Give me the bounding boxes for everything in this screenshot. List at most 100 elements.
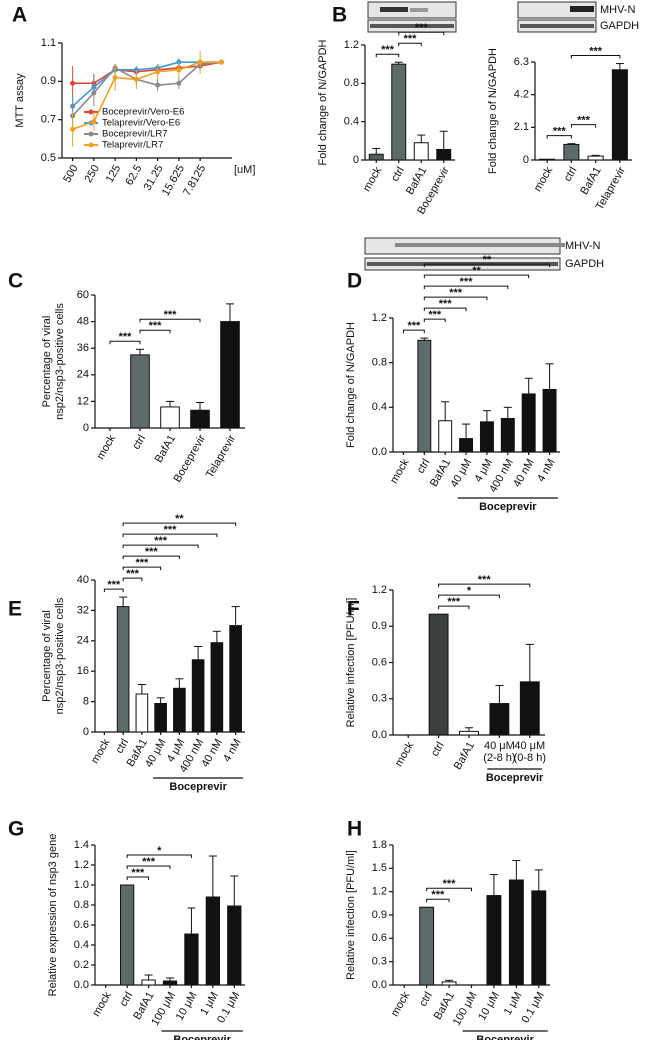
blot-band [395, 243, 565, 247]
point [70, 126, 76, 132]
significance-label: *** [443, 878, 457, 890]
y-tick-label: 1.8 [372, 839, 387, 851]
significance-label: * [157, 845, 162, 857]
significance-label: *** [381, 44, 395, 56]
x-tick-label: mock [90, 990, 114, 1019]
y-tick-label: 0.4 [344, 116, 359, 128]
significance-bracket [438, 605, 470, 610]
y-axis-label: Fold change of N/GAPDH [345, 322, 357, 448]
y-tick-label: 0.8 [74, 899, 89, 911]
y-axis-label: nsp2/nsp3-positive cells [54, 303, 66, 420]
significance-bracket [122, 577, 143, 582]
blot-band [410, 8, 428, 12]
point [91, 90, 97, 96]
y-tick-label: 36 [77, 342, 89, 354]
significance-bracket [570, 55, 621, 59]
significance-label: *** [415, 22, 429, 34]
bar [611, 69, 628, 161]
legend-label: Boceprevir/LR7 [102, 129, 167, 140]
point [155, 69, 161, 75]
significance-bracket [122, 544, 199, 549]
x-tick-label: 125 [104, 163, 124, 185]
y-tick-label: 0.0 [372, 979, 387, 991]
panel-letter: F [347, 598, 360, 621]
x-tick-label: 10 μM [476, 990, 502, 1023]
significance-bracket [126, 854, 192, 858]
y-tick-label: 24 [77, 369, 89, 381]
significance-bracket [423, 263, 551, 268]
bar [191, 659, 205, 733]
bar [436, 148, 452, 161]
y-tick-label: 0.5 [41, 152, 56, 164]
significance-label: *** [142, 856, 156, 868]
significance-label: ** [175, 513, 184, 525]
blot-label: MHV-N [565, 240, 601, 252]
significance-bracket [423, 296, 488, 301]
bar [184, 933, 199, 986]
y-axis-label: nsp2/nsp3-positive cells [54, 597, 66, 714]
panel-letter: E [8, 598, 22, 621]
bar [531, 890, 547, 986]
significance-bracket [122, 522, 237, 527]
group-label: Boceprevir [486, 772, 544, 784]
bar [521, 393, 536, 453]
significance-label: * [467, 585, 472, 597]
significance-bracket [139, 329, 171, 334]
point [91, 119, 97, 125]
bar [539, 158, 556, 161]
blot-label: MHV-N [600, 4, 636, 16]
panel-letter: H [347, 818, 362, 841]
x-tick-label: 0.1 μM [520, 990, 547, 1025]
blot-band [570, 6, 594, 12]
bar [173, 687, 186, 733]
point [70, 80, 76, 86]
y-axis-label: Fold change of N/GAPDH [317, 39, 329, 165]
y-tick-label: 4.2 [514, 89, 529, 101]
x-tick-label: ctrl [562, 165, 580, 184]
y-tick-label: 0.0 [74, 979, 89, 991]
x-tick-label: ctrl [429, 740, 447, 759]
y-tick-label: 0.0 [372, 446, 387, 458]
y-tick-label: 1.2 [372, 584, 387, 596]
significance-label: *** [553, 126, 567, 138]
x-tick-label: ctrl [130, 433, 148, 452]
bar [368, 153, 384, 161]
y-tick-label: 0.6 [372, 656, 387, 668]
x-tick-label: 40 nM [511, 457, 537, 489]
significance-label: *** [131, 867, 145, 879]
y-tick-label: 0 [83, 726, 89, 738]
legend-marker [88, 131, 94, 137]
significance-bracket [122, 533, 218, 538]
y-tick-label: 0.8 [372, 357, 387, 369]
y-tick-label: 0.6 [372, 932, 387, 944]
y-tick-label: 1.5 [372, 862, 387, 874]
bar [391, 63, 407, 161]
point [218, 59, 224, 65]
significance-label: *** [460, 276, 474, 288]
significance-bracket [398, 31, 445, 36]
bar [519, 681, 540, 736]
bar [160, 406, 180, 429]
x-tick-label: 40 μM [514, 740, 545, 752]
x-tick-label: mock [361, 165, 385, 194]
y-axis-label: Relative expression of nsp3 gene [47, 834, 59, 997]
y-tick-label: 40 [77, 574, 89, 586]
point [155, 82, 161, 88]
series-line [72, 61, 222, 131]
bar [229, 625, 242, 733]
bar [141, 979, 156, 986]
bar [162, 980, 178, 986]
y-axis-label: Relative infection [PFU/ml] [345, 850, 357, 980]
bar [190, 409, 210, 429]
significance-bracket [423, 274, 530, 279]
bar [428, 613, 449, 736]
significance-label: *** [431, 889, 445, 901]
significance-bracket [103, 588, 124, 593]
bar [508, 879, 524, 986]
significance-label: *** [478, 574, 492, 586]
x-tick-label: mock [389, 990, 413, 1019]
significance-label: *** [164, 524, 178, 536]
x-tick-label: 40 μM [448, 457, 474, 490]
y-tick-label: 0.2 [74, 959, 89, 971]
bar [120, 884, 135, 986]
